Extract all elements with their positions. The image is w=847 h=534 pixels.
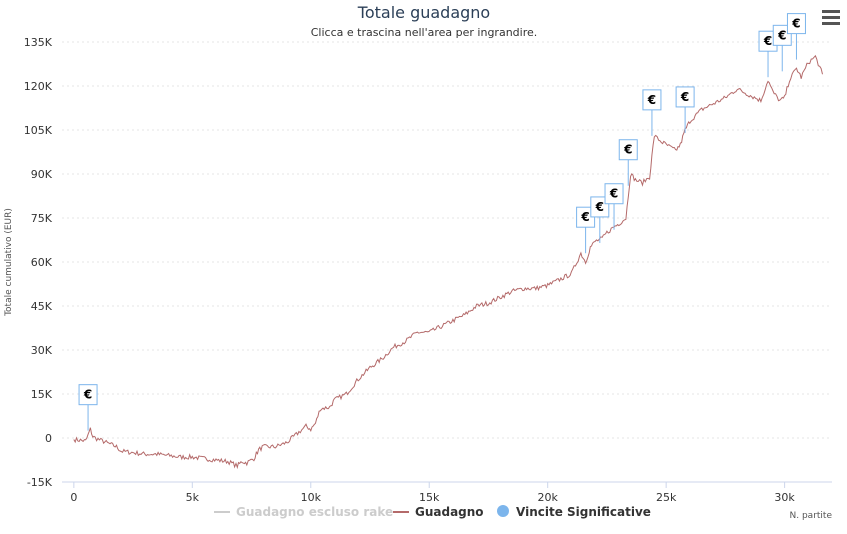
x-tick-label: 20k xyxy=(538,491,559,504)
series-line-guadagno[interactable] xyxy=(73,54,823,470)
y-tick-label: 135K xyxy=(24,36,53,49)
flag-marker[interactable]: € xyxy=(642,89,662,136)
legend-label-vincite-significative: Vincite Significative xyxy=(516,505,651,519)
chart-title: Totale guadagno xyxy=(357,3,490,22)
flag-box xyxy=(642,89,662,111)
flag-box xyxy=(786,13,806,35)
flag-box xyxy=(590,196,610,218)
flag-marker[interactable]: € xyxy=(618,139,638,186)
x-axis-ticks: 0 5k 10k 15k 20k 25k 30k xyxy=(70,482,795,504)
flag-label: € xyxy=(595,200,604,214)
flag-label: € xyxy=(777,28,786,42)
flag-box xyxy=(675,86,695,108)
y-tick-label: 90K xyxy=(31,168,53,181)
legend-marker-vincite-significative xyxy=(497,505,509,517)
x-tick-label: 0 xyxy=(70,491,77,504)
x-tick-label: 30k xyxy=(774,491,795,504)
flag-marker[interactable]: € xyxy=(576,206,596,254)
y-tick-label: -15K xyxy=(27,476,53,489)
legend-item-vincite-significative[interactable]: Vincite Significative xyxy=(497,505,651,519)
x-tick-label: 15k xyxy=(419,491,440,504)
flag-label: € xyxy=(647,93,656,107)
y-axis-label: Totale cumulativo (EUR) xyxy=(4,208,14,317)
hamburger-menu-icon[interactable] xyxy=(821,8,841,26)
legend-label-guadagno-escluso-rake: Guadagno escluso rake xyxy=(236,505,393,519)
y-tick-label: 105K xyxy=(24,124,53,137)
legend-item-guadagno-escluso-rake[interactable]: Guadagno escluso rake xyxy=(214,505,393,519)
flag-box xyxy=(618,139,638,161)
flag-marker[interactable]: € xyxy=(675,86,695,133)
flag-label: € xyxy=(623,143,632,157)
series-layer xyxy=(73,54,823,470)
legend-label-guadagno: Guadagno xyxy=(415,505,484,519)
flag-marker[interactable]: € xyxy=(590,196,610,243)
flag-label: € xyxy=(83,388,92,402)
y-tick-label: 45K xyxy=(31,300,53,313)
y-tick-label: 120K xyxy=(24,80,53,93)
flag-box xyxy=(604,183,624,205)
flag-marker[interactable]: € xyxy=(786,13,806,60)
flags-layer: € € € € € € € € € € xyxy=(78,13,806,431)
x-tick-label: 25k xyxy=(656,491,677,504)
flag-marker[interactable]: € xyxy=(78,384,98,431)
legend-item-guadagno[interactable]: Guadagno xyxy=(393,505,484,519)
y-tick-label: 75K xyxy=(31,212,53,225)
y-tick-label: 15K xyxy=(31,388,53,401)
flag-label: € xyxy=(791,17,800,31)
flag-marker[interactable]: € xyxy=(772,24,792,72)
chart-subtitle: Clicca e trascina nell'area per ingrandi… xyxy=(311,26,538,39)
y-tick-label: 0 xyxy=(45,432,52,445)
flag-label: € xyxy=(609,187,618,201)
y-axis-ticks: -15K 0 15K 30K 45K 60K 75K 90K 105K 120K 135K xyxy=(24,36,53,489)
flag-marker[interactable]: € xyxy=(604,183,624,230)
y-tick-label: 60K xyxy=(31,256,53,269)
flag-box xyxy=(78,384,98,406)
flag-box xyxy=(772,24,792,46)
flag-label: € xyxy=(580,210,589,224)
flag-marker[interactable]: € xyxy=(758,30,778,78)
y-tick-label: 30K xyxy=(31,344,53,357)
x-tick-label: 10k xyxy=(301,491,322,504)
flag-label: € xyxy=(680,90,689,104)
x-tick-label: 5k xyxy=(186,491,200,504)
x-axis-label: N. partite xyxy=(790,511,833,521)
legend: Guadagno escluso rake Guadagno Vincite S… xyxy=(214,505,651,519)
grid xyxy=(62,41,832,483)
flag-label: € xyxy=(763,34,772,48)
